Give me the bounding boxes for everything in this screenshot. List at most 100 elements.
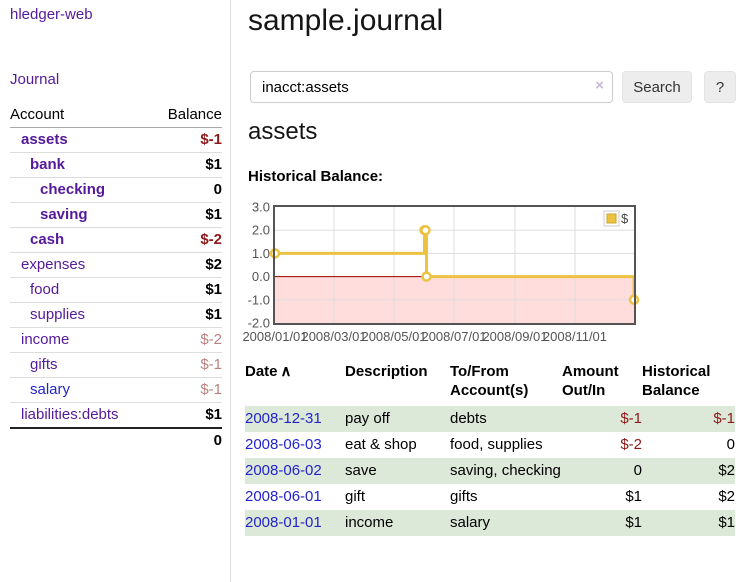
account-row: liabilities:debts $1 [10,402,222,429]
account-balance: $-2 [151,327,222,353]
help-button[interactable]: ? [704,71,736,103]
account-page-title: assets [248,118,318,145]
accounts-total-value: 0 [151,427,222,453]
clear-search-icon[interactable]: × [595,77,604,94]
register-row: 2008-06-03 eat & shop food, supplies $-2 0 [245,432,735,458]
register-date-link[interactable]: 2008-06-02 [245,462,322,479]
account-balance: $1 [151,277,222,303]
search-bar: × Search ? [250,71,736,103]
data-point-marker [420,224,431,236]
y-tick-label: 0.0 [252,269,270,284]
register-amount-cell: 0 [633,462,642,479]
account-row: gifts $-1 [10,352,222,378]
register-amount-cell: $1 [625,488,642,505]
register-col-date[interactable]: Date ∧ [245,363,292,380]
y-tick-label: 1.0 [252,246,270,261]
account-row: salary $-1 [10,377,222,403]
account-link[interactable]: salary [30,381,71,398]
y-tick-label: -1.0 [248,292,270,307]
app-brand-link[interactable]: hledger-web [10,6,93,23]
register-balance-cell: 0 [726,436,735,453]
register-amount-cell: $-1 [620,410,642,427]
y-tick-label: 3.0 [252,200,270,215]
register-accounts-cell: debts [450,410,487,427]
register-balance-cell: $1 [718,514,735,531]
account-row: food $1 [10,277,222,303]
register-date-cell: 2008-06-02 [245,458,345,484]
register-col-amount: Amount Out/In [562,363,619,399]
register-row: 2008-12-31 pay off debts $-1 $-1 [245,406,735,432]
account-row: bank $1 [10,152,222,178]
register-date-cell: 2008-06-03 [245,432,345,458]
account-balance: $1 [151,402,222,429]
account-balance: $-1 [151,377,222,403]
account-link[interactable]: checking [40,181,106,198]
data-point-marker [421,271,432,282]
account-balance: 0 [151,177,222,203]
register-col-accounts: To/From Account(s) [450,363,529,399]
register-description-cell: eat & shop [345,436,417,453]
plot-border [273,205,636,325]
accounts-col-balance: Balance [151,103,222,128]
register-header-row: Date ∧ Description To/From Account(s) Amo… [245,358,735,406]
register-col-balance: Historical Balance [642,363,711,399]
register-row: 2008-01-01 income salary $1 $1 [245,510,735,536]
account-balance: $1 [151,152,222,178]
register-date-link[interactable]: 2008-12-31 [245,410,322,427]
register-description-cell: save [345,462,377,479]
account-link[interactable]: bank [30,156,66,173]
register-date-link[interactable]: 2008-06-01 [245,488,322,505]
accounts-balance-table: Account Balance assets $-1 bank $1 checking 0… [10,103,222,453]
account-link[interactable]: assets [21,131,68,148]
register-accounts-cell: food, supplies [450,436,543,453]
register-balance-cell: $-1 [713,410,735,427]
sidebar-item-journal[interactable]: Journal [10,71,60,88]
accounts-total-row: 0 [10,427,222,453]
search-button[interactable]: Search [622,71,692,103]
account-balance: $1 [151,202,222,228]
account-row: saving $1 [10,202,222,228]
account-link[interactable]: supplies [30,306,86,323]
register-date-link[interactable]: 2008-01-01 [245,514,322,531]
account-link[interactable]: food [30,281,60,298]
register-date-cell: 2008-12-31 [245,406,345,432]
accounts-col-account: Account [10,103,152,128]
account-balance: $-1 [151,352,222,378]
register-accounts-cell: saving, checking [450,462,561,479]
account-balance: $1 [151,302,222,328]
y-tick-label: -2.0 [248,316,270,331]
account-link[interactable]: liabilities:debts [21,406,119,423]
historical-balance-chart: $3.0 2.0 1.0 0.0 -1.0 -2.02008/01/012008/03/0… [242,200,640,344]
account-link[interactable]: gifts [30,356,58,373]
x-tick-label: 2008/01/01 [242,329,307,344]
page-title: sample.journal [248,4,444,37]
account-row: expenses $2 [10,252,222,278]
register-amount-cell: $-2 [620,436,642,453]
x-tick-label: 2008/11/01 [543,329,607,344]
register-description-cell: pay off [345,410,390,427]
x-tick-label: 2008/09/01 [482,329,547,344]
register-accounts-cell: salary [450,514,491,531]
account-balance: $2 [151,252,222,278]
account-link[interactable]: income [21,331,70,348]
accounts-header-row: Account Balance [10,103,222,128]
register-date-cell: 2008-01-01 [245,510,345,536]
account-row: supplies $1 [10,302,222,328]
x-tick-label: 2008/05/01 [361,329,426,344]
account-link[interactable]: cash [30,231,65,248]
register-description-cell: income [345,514,394,531]
search-input[interactable] [250,71,613,103]
register-balance-cell: $2 [718,488,735,505]
account-row: assets $-1 [10,127,222,153]
account-row: cash $-2 [10,227,222,253]
x-tick-label: 2008/07/01 [421,329,486,344]
sort-asc-icon: ∧ [280,363,292,380]
account-link[interactable]: expenses [21,256,86,273]
register-balance-cell: $2 [718,462,735,479]
account-link[interactable]: saving [40,206,88,223]
register-table: Date ∧ Description To/From Account(s) Amo… [245,358,735,536]
chart-title: Historical Balance: [248,168,384,185]
register-date-link[interactable]: 2008-06-03 [245,436,322,453]
account-row: checking 0 [10,177,222,203]
sidebar-divider [230,0,231,582]
